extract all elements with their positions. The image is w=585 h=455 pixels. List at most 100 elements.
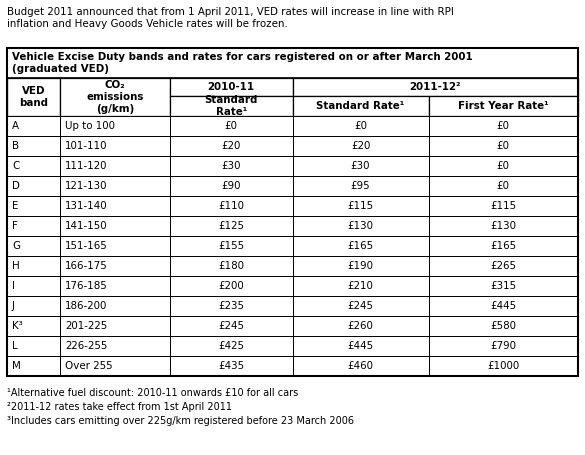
Text: £90: £90	[221, 181, 241, 191]
Bar	[429, 316, 578, 336]
Text: £30: £30	[221, 161, 241, 171]
Bar	[7, 48, 578, 78]
Bar	[7, 48, 578, 376]
Bar	[60, 316, 170, 336]
Bar	[7, 256, 60, 276]
Bar	[429, 216, 578, 236]
Bar	[292, 216, 429, 236]
Text: ³Includes cars emitting over 225g/km registered before 23 March 2006: ³Includes cars emitting over 225g/km reg…	[7, 416, 354, 426]
Text: E: E	[12, 201, 18, 211]
Bar	[170, 96, 292, 116]
Text: 111-120: 111-120	[66, 161, 108, 171]
Bar	[60, 78, 170, 116]
Text: £0: £0	[497, 121, 510, 131]
Text: £425: £425	[218, 341, 244, 351]
Bar	[292, 156, 429, 176]
Text: G: G	[12, 241, 20, 251]
Text: £245: £245	[218, 321, 244, 331]
Text: £245: £245	[347, 301, 374, 311]
Text: £235: £235	[218, 301, 244, 311]
Bar	[7, 156, 60, 176]
Text: Standard Rate¹: Standard Rate¹	[316, 101, 405, 111]
Text: 186-200: 186-200	[66, 301, 108, 311]
Text: £155: £155	[218, 241, 244, 251]
Bar	[429, 276, 578, 296]
Text: £115: £115	[490, 201, 517, 211]
Bar	[170, 276, 292, 296]
Bar	[7, 196, 60, 216]
Bar	[292, 196, 429, 216]
Text: First Year Rate¹: First Year Rate¹	[458, 101, 549, 111]
Bar	[170, 356, 292, 376]
Bar	[170, 296, 292, 316]
Text: 166-175: 166-175	[66, 261, 108, 271]
Text: 2010-11: 2010-11	[208, 82, 254, 92]
Bar	[60, 296, 170, 316]
Text: £20: £20	[222, 141, 241, 151]
Bar	[170, 136, 292, 156]
Text: £165: £165	[347, 241, 374, 251]
Text: I: I	[12, 281, 15, 291]
Bar	[429, 156, 578, 176]
Bar	[7, 316, 60, 336]
Bar	[429, 116, 578, 136]
Bar	[7, 276, 60, 296]
Text: 121-130: 121-130	[66, 181, 108, 191]
Bar	[7, 78, 60, 116]
Text: £30: £30	[351, 161, 370, 171]
Bar	[170, 256, 292, 276]
Text: £265: £265	[490, 261, 517, 271]
Bar	[170, 236, 292, 256]
Bar	[170, 196, 292, 216]
Bar	[292, 356, 429, 376]
Text: C: C	[12, 161, 19, 171]
Text: £0: £0	[497, 181, 510, 191]
Bar	[170, 116, 292, 136]
Text: £165: £165	[490, 241, 517, 251]
Text: £0: £0	[225, 121, 238, 131]
Bar	[60, 276, 170, 296]
Bar	[60, 236, 170, 256]
Text: £0: £0	[354, 121, 367, 131]
Text: Standard
Rate¹: Standard Rate¹	[204, 95, 258, 117]
Text: Up to 100: Up to 100	[66, 121, 115, 131]
Text: £445: £445	[490, 301, 517, 311]
Bar	[292, 316, 429, 336]
Bar	[7, 296, 60, 316]
Text: D: D	[12, 181, 20, 191]
Text: Vehicle Excise Duty bands and rates for cars registered on or after March 2001
(: Vehicle Excise Duty bands and rates for …	[12, 52, 473, 74]
Bar	[429, 356, 578, 376]
Bar	[292, 236, 429, 256]
Text: M: M	[12, 361, 21, 371]
Bar	[7, 116, 60, 136]
Text: £445: £445	[347, 341, 374, 351]
Text: £180: £180	[218, 261, 244, 271]
Bar	[170, 216, 292, 236]
Text: J: J	[12, 301, 15, 311]
Text: £95: £95	[351, 181, 370, 191]
Bar	[60, 216, 170, 236]
Bar	[429, 336, 578, 356]
Bar	[429, 296, 578, 316]
Text: £435: £435	[218, 361, 244, 371]
Bar	[60, 156, 170, 176]
Text: £460: £460	[347, 361, 374, 371]
Text: £0: £0	[497, 161, 510, 171]
Bar	[7, 176, 60, 196]
Bar	[60, 356, 170, 376]
Bar	[292, 276, 429, 296]
Bar	[60, 196, 170, 216]
Bar	[170, 176, 292, 196]
Bar	[170, 78, 292, 96]
Text: L: L	[12, 341, 18, 351]
Bar	[60, 256, 170, 276]
Text: £0: £0	[497, 141, 510, 151]
Bar	[170, 156, 292, 176]
Text: ²2011-12 rates take effect from 1st April 2011: ²2011-12 rates take effect from 1st Apri…	[7, 402, 232, 412]
Bar	[292, 336, 429, 356]
Bar	[7, 356, 60, 376]
Bar	[429, 176, 578, 196]
Text: B: B	[12, 141, 19, 151]
Bar	[292, 176, 429, 196]
Text: K³: K³	[12, 321, 23, 331]
